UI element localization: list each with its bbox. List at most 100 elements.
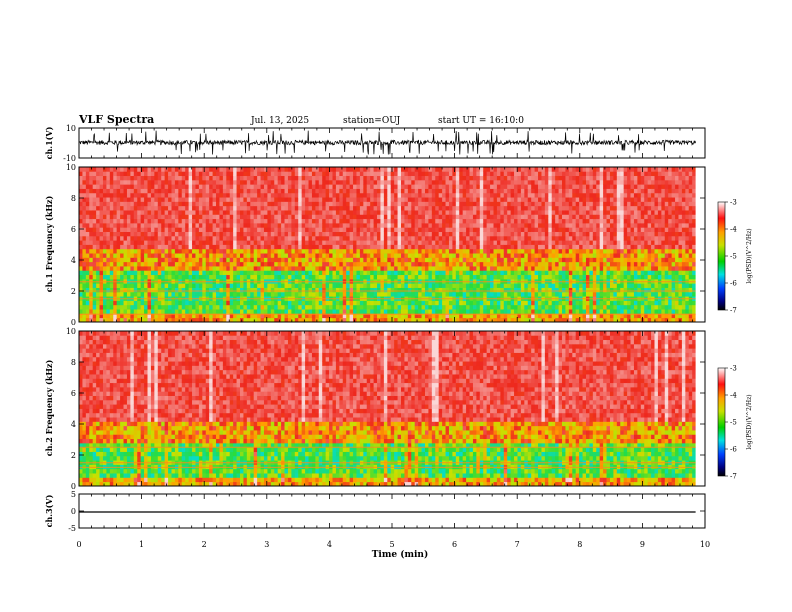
ch1-spectrogram-cell bbox=[318, 231, 323, 237]
ch1-spectrogram-cell bbox=[260, 184, 265, 189]
ch1-spectrogram-cell bbox=[240, 253, 244, 258]
ch1-spectrogram-cell bbox=[356, 261, 361, 267]
ch1-spectrogram-cell bbox=[339, 266, 344, 271]
ch1-spectrogram-cell bbox=[517, 227, 522, 232]
ch1-spectrogram-cell bbox=[212, 304, 217, 310]
ch1-spectrogram-cell bbox=[240, 210, 244, 215]
ch1-spectrogram-cell bbox=[486, 201, 491, 207]
ch1-spectrogram-cell bbox=[253, 304, 258, 310]
ch1-spectrogram-cell bbox=[435, 266, 440, 271]
ch1-spectrogram-cell bbox=[219, 227, 224, 232]
ch1-spectrogram-cell bbox=[140, 309, 145, 314]
ch1-spectrogram-cell bbox=[294, 248, 299, 254]
ch1-spectrogram-cell bbox=[349, 253, 354, 258]
ch1-spectrogram-cell bbox=[329, 287, 333, 293]
ch1-spectrogram-cell bbox=[150, 179, 155, 185]
ch1-spectrogram-cell bbox=[397, 317, 402, 323]
ch1-spectrogram-cell bbox=[390, 248, 395, 254]
ch1-spectrogram-cell bbox=[500, 261, 505, 267]
ch1-spectrogram-cell bbox=[507, 248, 512, 254]
ch1-spectrogram-cell bbox=[527, 248, 532, 254]
ch1-spectrogram-cell bbox=[514, 300, 518, 306]
ch1-spectrogram-cell bbox=[411, 274, 416, 280]
ch1-spectrogram-cell bbox=[150, 270, 155, 276]
ch1-spectrogram-cell bbox=[308, 291, 313, 297]
ch1-spectrogram-cell bbox=[329, 313, 333, 319]
ch1-spectrogram-cell bbox=[79, 266, 83, 271]
ch1-spectrogram-cell bbox=[500, 313, 505, 319]
ch1-spectrogram-cell bbox=[267, 309, 272, 314]
ch1-spectrogram-cell bbox=[161, 261, 166, 267]
ch1-spectrogram-cell bbox=[240, 313, 244, 319]
ch1-spectrogram-cell bbox=[130, 283, 135, 288]
ch1-spectrogram-cell bbox=[424, 222, 429, 228]
ch1-spectrogram-cell bbox=[469, 179, 474, 185]
ch1-spectrogram-cell bbox=[82, 235, 87, 241]
ch1-spectrogram-cell bbox=[311, 192, 316, 198]
ch1-spectrogram-cell bbox=[438, 244, 443, 250]
ch1-spectrogram-cell bbox=[212, 171, 217, 177]
ch1-spectrogram-cell bbox=[164, 309, 169, 314]
ch1-spectrogram-cell bbox=[483, 227, 488, 232]
ch1-spectrogram-cell bbox=[329, 192, 333, 198]
ch1-spectrogram-cell bbox=[424, 184, 429, 189]
ch1-spectrogram-cell bbox=[387, 179, 392, 185]
ch1-spectrogram-cell bbox=[428, 188, 433, 194]
ch1-spectrogram-cell bbox=[397, 240, 402, 245]
ch1-spectrogram-cell bbox=[150, 171, 155, 177]
ch1-spectrogram-cell bbox=[404, 261, 409, 267]
ch1-spectrogram-cell bbox=[397, 283, 402, 288]
ch1-spectrogram-cell bbox=[503, 274, 508, 280]
ch1-spectrogram-cell bbox=[216, 248, 220, 254]
ch1-spectrogram-cell bbox=[233, 270, 237, 276]
ch1-spectrogram-cell bbox=[243, 222, 248, 228]
ch1-spectrogram-cell bbox=[407, 218, 412, 224]
ch1-spectrogram-cell bbox=[318, 197, 323, 202]
ch1-spectrogram-cell bbox=[342, 218, 347, 224]
ch1-spectrogram-cell bbox=[212, 201, 217, 207]
ch1-spectrogram-cell bbox=[240, 222, 244, 228]
ch1-spectrogram-cell bbox=[174, 218, 179, 224]
ch1-spectrogram-cell bbox=[486, 287, 491, 293]
ch1-spectrogram-cell bbox=[359, 253, 364, 258]
ch1-spectrogram-cell bbox=[438, 184, 443, 189]
ch1-spectrogram-cell bbox=[490, 287, 494, 293]
ch1-spectrogram-cell bbox=[185, 201, 190, 207]
ch1-spectrogram-cell bbox=[222, 244, 227, 250]
ch1-spectrogram-cell bbox=[500, 171, 505, 177]
ch1-spectrogram-cell bbox=[270, 257, 275, 263]
ch1-spectrogram-cell bbox=[287, 205, 292, 211]
ch1-spectrogram-cell bbox=[192, 179, 196, 185]
ch1-spectrogram-cell bbox=[462, 244, 467, 250]
ch1-spectrogram-cell bbox=[301, 214, 306, 220]
ch1-spectrogram-cell bbox=[462, 201, 467, 207]
ch1-spectrogram-cell bbox=[195, 235, 200, 241]
ch1-spectrogram-cell bbox=[147, 167, 152, 172]
ch1-spectrogram-cell bbox=[281, 304, 285, 310]
ch1-spectrogram-cell bbox=[106, 235, 111, 241]
ch1-spectrogram-cell bbox=[113, 214, 118, 220]
ch1-spectrogram-cell bbox=[311, 313, 316, 319]
ch1-spectrogram-cell bbox=[490, 313, 494, 319]
ch1-spectrogram-cell bbox=[418, 231, 422, 237]
ch1-spectrogram-cell bbox=[431, 287, 436, 293]
ch1-spectrogram-cell bbox=[178, 210, 183, 215]
ch1-spectrogram-cell bbox=[496, 171, 501, 177]
ch1-spectrogram-cell bbox=[479, 291, 484, 297]
ch1-spectrogram-cell bbox=[346, 248, 351, 254]
ch1-spectrogram-cell bbox=[164, 270, 169, 276]
ch1-spectrogram-cell bbox=[130, 274, 135, 280]
ch1-spectrogram-cell bbox=[181, 248, 186, 254]
ch1-spectrogram-cell bbox=[411, 205, 416, 211]
ch1-spectrogram-cell bbox=[311, 201, 316, 207]
ch1-spectrogram-cell bbox=[246, 222, 251, 228]
ch1-spectrogram-cell bbox=[106, 270, 111, 276]
ch1-spectrogram-cell bbox=[339, 304, 344, 310]
ch1-spectrogram-cell bbox=[267, 270, 272, 276]
ch1-spectrogram-cell bbox=[185, 240, 190, 245]
ch1-spectrogram-cell bbox=[401, 240, 405, 245]
ch1-spectrogram-cell bbox=[157, 304, 162, 310]
ch1-spectrogram-cell bbox=[222, 261, 227, 267]
ch1-spectrogram-cell bbox=[325, 179, 330, 185]
ch1-spectrogram-cell bbox=[394, 317, 398, 323]
